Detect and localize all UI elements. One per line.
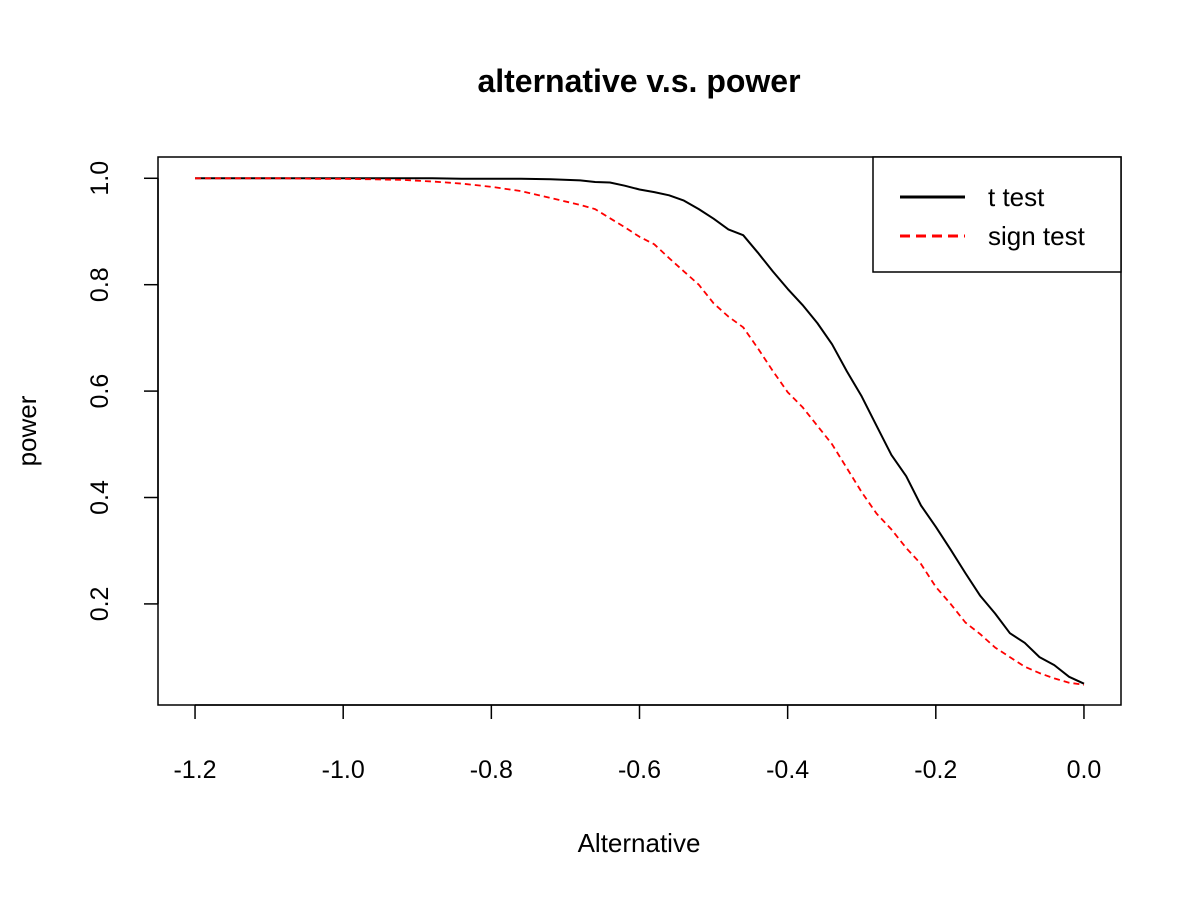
series-line-t-test (195, 177, 1085, 685)
y-tick-label: 0.4 (86, 480, 114, 515)
legend-label: sign test (988, 221, 1086, 251)
x-tick-label: -0.6 (618, 756, 661, 784)
chart-title: alternative v.s. power (477, 63, 800, 99)
series-line-sign-test (195, 177, 1085, 686)
y-tick-label: 0.8 (86, 267, 114, 302)
legend: t test sign test (872, 156, 1122, 273)
x-tick-label: -1.0 (322, 756, 365, 784)
x-tick-label: -0.4 (766, 756, 809, 784)
y-tick-label: 0.2 (86, 587, 114, 622)
x-tick-label: -1.2 (173, 756, 216, 784)
legend-box (872, 156, 1122, 273)
series-layer (195, 177, 1085, 686)
y-axis-label: power (12, 395, 42, 466)
x-tick-label: -0.8 (470, 756, 513, 784)
legend-label: t test (988, 182, 1045, 212)
x-tick-label: 0.0 (1067, 756, 1102, 784)
x-axis-label: Alternative (578, 828, 701, 858)
x-tick-label: -0.2 (914, 756, 957, 784)
y-tick-label: 1.0 (86, 161, 114, 196)
y-axis: 0.2 0.4 0.6 0.8 1.0 (86, 161, 159, 622)
y-tick-label: 0.6 (86, 374, 114, 409)
x-axis: -1.2 -1.0 -0.8 -0.6 -0.4 -0.2 0.0 (173, 704, 1102, 784)
